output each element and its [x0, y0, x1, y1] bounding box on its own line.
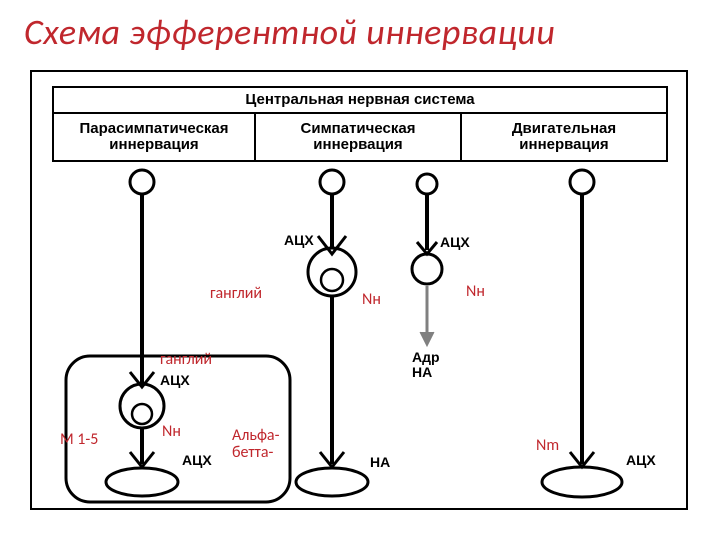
nerve-diagram — [32, 72, 688, 510]
diagram-frame: Центральная нервная система Парасимпатич… — [30, 70, 688, 510]
label-adr-na: Адр НА — [412, 350, 440, 379]
label-Nn-para: Nн — [162, 422, 181, 441]
label-ganglion-low: ганглий — [160, 350, 212, 369]
label-ach-motor: АЦХ — [626, 452, 656, 468]
label-ach-para-e: АЦХ — [182, 452, 212, 468]
label-ach-para-g: АЦХ — [160, 372, 190, 388]
label-alpha-beta: Альфа- бетта- — [232, 428, 279, 462]
label-ganglion-mid: ганглий — [210, 284, 262, 303]
slide-title: Схема эфферентной иннервации — [24, 10, 696, 54]
label-Nn-sym: Nн — [362, 290, 381, 309]
label-adr: Адр — [412, 349, 440, 365]
label-Nm: Nm — [536, 436, 559, 455]
label-ach-adr: АЦХ — [440, 234, 470, 250]
label-Nn-adr: Nн — [466, 282, 485, 301]
label-na2: НА — [412, 364, 432, 380]
label-beta: бетта- — [232, 443, 273, 462]
label-ach-sym: АЦХ — [284, 232, 314, 248]
label-na: НА — [370, 454, 390, 470]
label-M15: М 1-5 — [60, 430, 98, 449]
